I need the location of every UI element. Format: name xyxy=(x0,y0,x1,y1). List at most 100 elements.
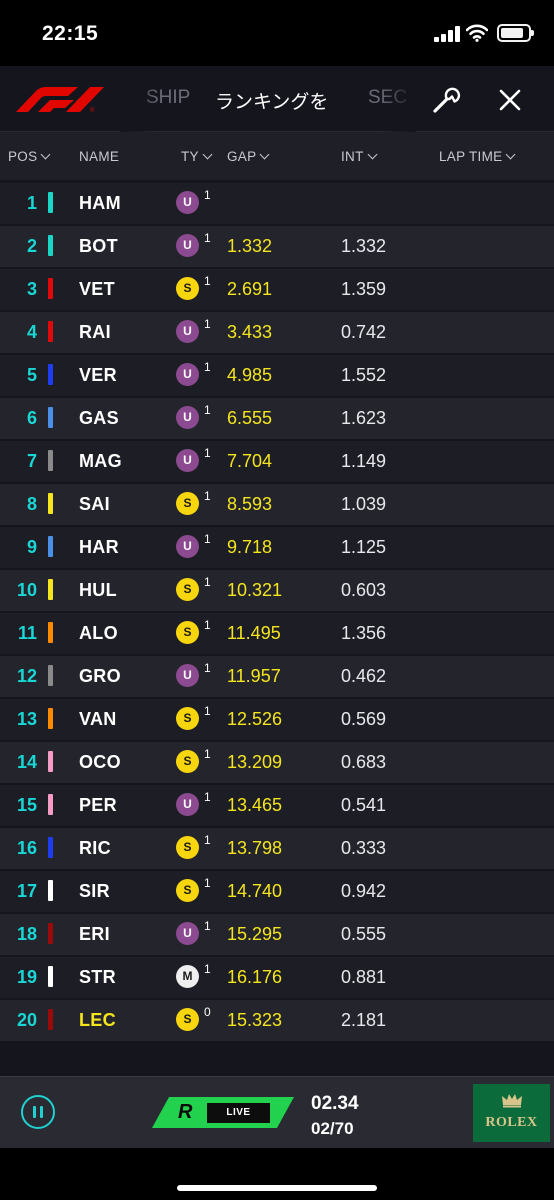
tab-ranking[interactable]: ランキングを xyxy=(215,92,329,113)
standings-row[interactable]: 2 BOT U 1 1.332 1.332 xyxy=(0,225,554,268)
chevron-down-icon xyxy=(259,149,270,160)
pause-button[interactable] xyxy=(21,1095,55,1129)
position: 20 xyxy=(16,1010,37,1030)
tyre-age: 1 xyxy=(204,747,211,761)
interval-value: 0.333 xyxy=(341,838,387,858)
interval-value: 1.356 xyxy=(341,623,387,643)
tyre-age: 1 xyxy=(204,790,211,804)
chevron-down-icon xyxy=(367,149,378,160)
tyre-age: 1 xyxy=(204,876,211,890)
standings-row[interactable]: 3 VET S 1 2.691 1.359 xyxy=(0,268,554,311)
team-color-bar xyxy=(48,407,53,428)
row-background xyxy=(0,484,554,525)
row-background xyxy=(0,398,554,439)
position: 10 xyxy=(16,580,37,600)
gap-value: 10.321 xyxy=(227,580,283,600)
f1-logo[interactable]: ® xyxy=(16,86,106,112)
gap-value: 2.691 xyxy=(227,279,273,299)
home-indicator[interactable] xyxy=(177,1185,377,1191)
row-background xyxy=(0,312,554,353)
position: 14 xyxy=(16,752,37,772)
standings-row[interactable]: 6 GAS U 1 6.555 1.623 xyxy=(0,397,554,440)
team-color-bar xyxy=(48,493,53,514)
standings-row[interactable]: 17 SIR S 1 14.740 0.942 xyxy=(0,870,554,913)
standings-row[interactable]: 18 ERI U 1 15.295 0.555 xyxy=(0,913,554,956)
row-background xyxy=(0,441,554,482)
standings-row[interactable]: 20 LEC S 0 15.323 2.181 xyxy=(0,999,554,1042)
standings-row[interactable]: 11 ALO S 1 11.495 1.356 xyxy=(0,612,554,655)
standings-row[interactable]: 10 HUL S 1 10.321 0.603 xyxy=(0,569,554,612)
wrench-icon[interactable] xyxy=(430,86,462,114)
tyre-compound-icon: U xyxy=(176,922,199,945)
tyre-compound-icon: S xyxy=(176,621,199,644)
position: 3 xyxy=(26,279,37,299)
interval-value: 0.462 xyxy=(341,666,387,686)
row-background xyxy=(0,226,554,267)
position: 15 xyxy=(16,795,37,815)
gap-value: 4.985 xyxy=(227,365,273,385)
tyre-compound-icon: S xyxy=(176,879,199,902)
gap-value: 15.295 xyxy=(227,924,283,944)
driver-code: GRO xyxy=(79,666,121,686)
column-header-tyre[interactable]: TY xyxy=(181,149,213,164)
standings-row[interactable]: 16 RIC S 1 13.798 0.333 xyxy=(0,827,554,870)
interval-value: 0.569 xyxy=(341,709,387,729)
column-header-gap[interactable]: GAP xyxy=(227,149,270,164)
gap-value: 13.209 xyxy=(227,752,283,772)
team-color-bar xyxy=(48,1009,53,1030)
tyre-age: 1 xyxy=(204,360,211,374)
column-header-lap-time[interactable]: LAP TIME xyxy=(439,149,516,164)
gap-value: 12.526 xyxy=(227,709,283,729)
standings-row[interactable]: 13 VAN S 1 12.526 0.569 xyxy=(0,698,554,741)
tyre-age: 1 xyxy=(204,833,211,847)
row-background xyxy=(0,742,554,783)
driver-code: BOT xyxy=(79,236,118,256)
column-header-int[interactable]: INT xyxy=(341,149,378,164)
tyre-age: 1 xyxy=(204,489,211,503)
row-background xyxy=(0,269,554,310)
standings-row[interactable]: 12 GRO U 1 11.957 0.462 xyxy=(0,655,554,698)
close-icon[interactable] xyxy=(498,88,522,112)
interval-value: 0.541 xyxy=(341,795,387,815)
position: 9 xyxy=(26,537,37,557)
interval-value: 2.181 xyxy=(341,1010,387,1030)
tyre-age: 1 xyxy=(204,446,211,460)
position: 2 xyxy=(26,236,37,256)
driver-code: SAI xyxy=(79,494,110,514)
rolex-logo[interactable]: ROLEX xyxy=(473,1084,550,1142)
tyre-compound-icon: U xyxy=(176,664,199,687)
standings-row[interactable]: 7 MAG U 1 7.704 1.149 xyxy=(0,440,554,483)
position: 1 xyxy=(26,193,37,213)
team-color-bar xyxy=(48,622,53,643)
session-letter: R xyxy=(178,1101,193,1123)
standings-row[interactable]: 5 VER U 1 4.985 1.552 xyxy=(0,354,554,397)
position: 5 xyxy=(26,365,37,385)
driver-code: PER xyxy=(79,795,117,815)
interval-value: 0.603 xyxy=(341,580,387,600)
team-color-bar xyxy=(48,880,53,901)
standings-row[interactable]: 14 OCO S 1 13.209 0.683 xyxy=(0,741,554,784)
session-time: 02.34 xyxy=(311,1093,359,1114)
home-area xyxy=(0,1148,554,1200)
column-header-pos[interactable]: POS xyxy=(8,149,51,164)
tyre-age: 1 xyxy=(204,532,211,546)
tyre-age: 1 xyxy=(204,661,211,675)
position: 18 xyxy=(16,924,37,944)
interval-value: 1.332 xyxy=(341,236,387,256)
row-background xyxy=(0,527,554,568)
gap-value: 8.593 xyxy=(227,494,273,514)
tyre-compound-icon: U xyxy=(176,535,199,558)
standings-row[interactable]: 4 RAI U 1 3.433 0.742 xyxy=(0,311,554,354)
tyre-compound-icon: U xyxy=(176,234,199,257)
tyre-compound-icon: S xyxy=(176,836,199,859)
standings-row[interactable]: 8 SAI S 1 8.593 1.039 xyxy=(0,483,554,526)
standings-row[interactable]: 19 STR M 1 16.176 0.881 xyxy=(0,956,554,999)
chevron-down-icon xyxy=(505,149,516,160)
row-background xyxy=(0,871,554,912)
standings-row[interactable]: 9 HAR U 1 9.718 1.125 xyxy=(0,526,554,569)
standings-row[interactable]: 15 PER U 1 13.465 0.541 xyxy=(0,784,554,827)
row-background xyxy=(0,656,554,697)
battery-icon xyxy=(497,24,534,42)
interval-value: 0.881 xyxy=(341,967,387,987)
standings-row[interactable]: 1 HAM U 1 xyxy=(0,182,554,225)
